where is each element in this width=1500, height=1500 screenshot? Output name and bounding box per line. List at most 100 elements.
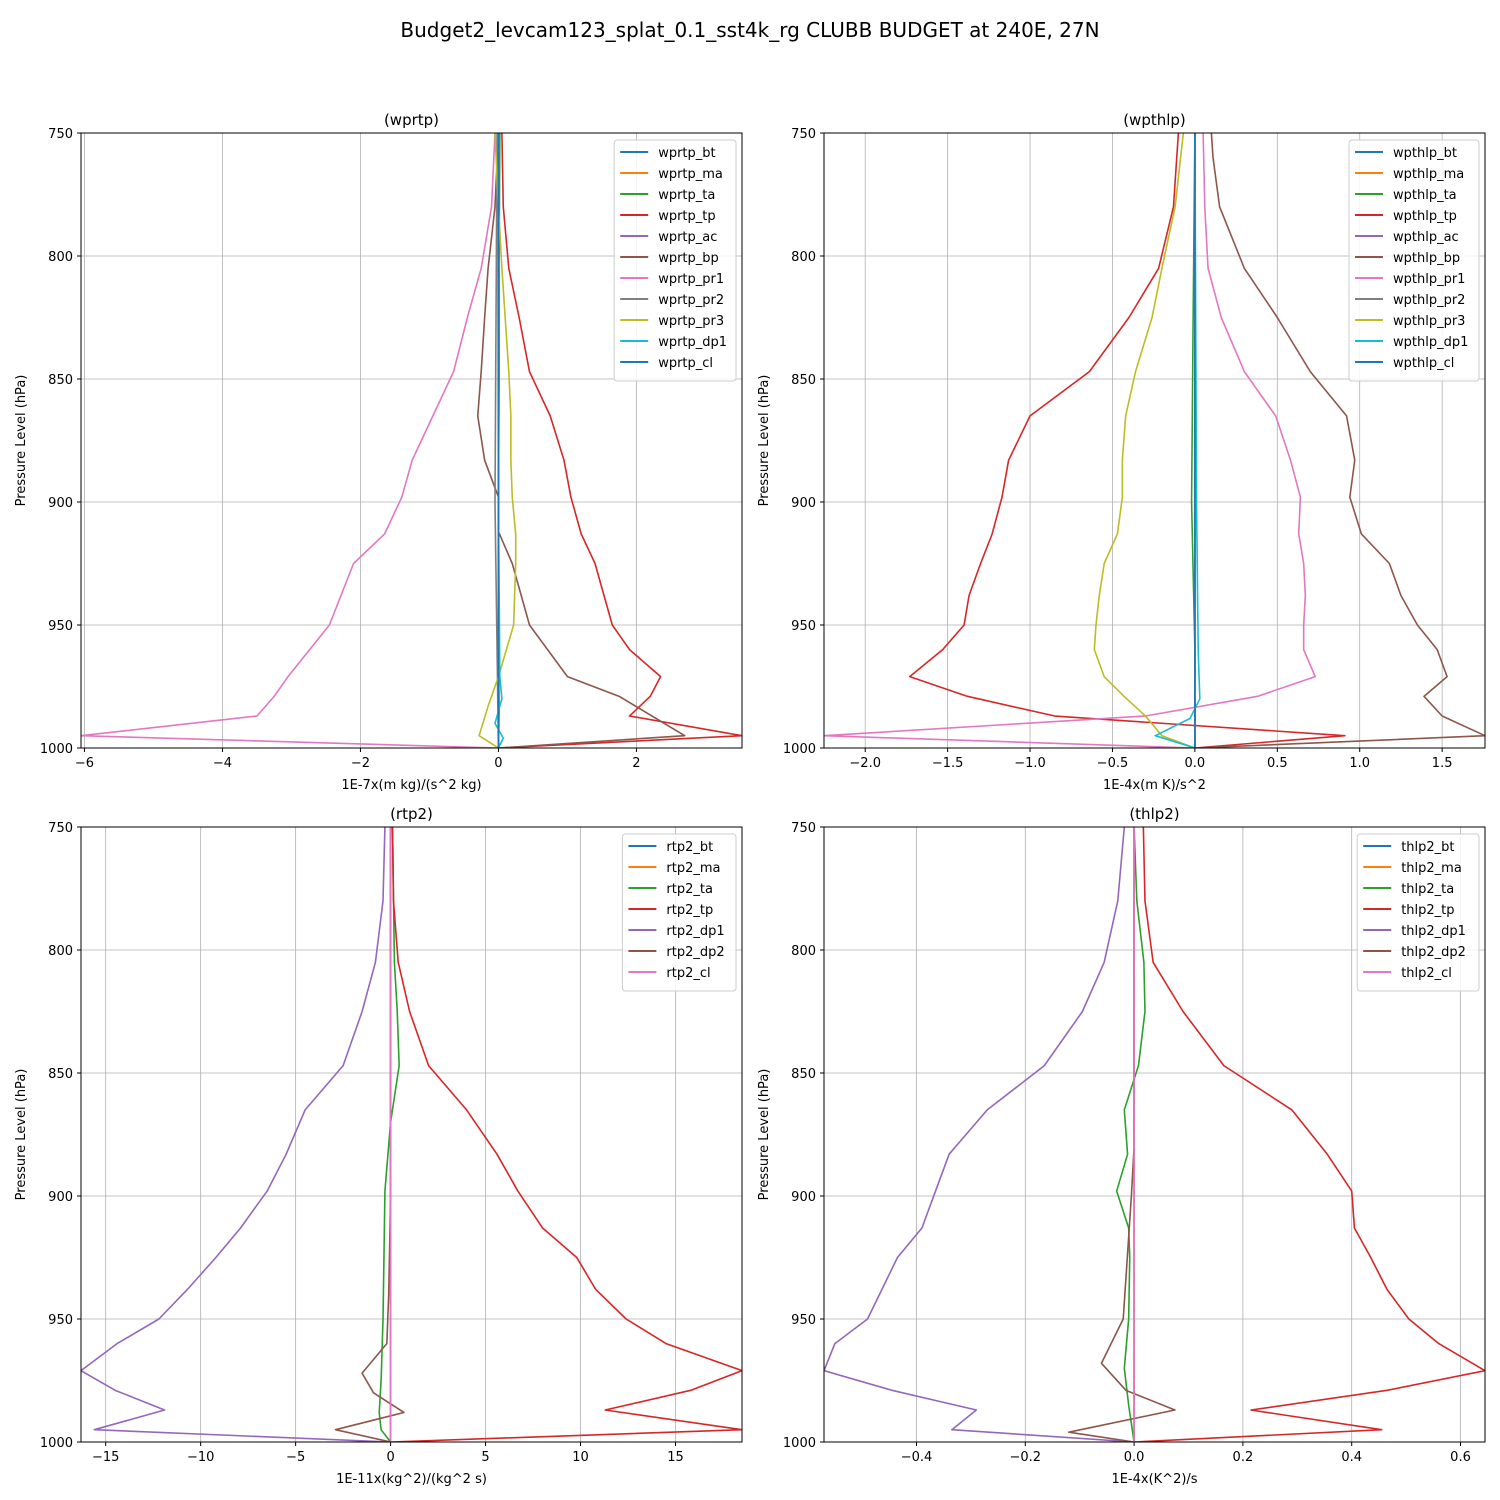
figure-title: Budget2_levcam123_splat_0.1_sst4k_rg CLU… bbox=[400, 18, 1099, 42]
legend: wprtp_bt wprtp_ma wprtp_ta wprtp_tp wprtp_ac… bbox=[613, 139, 737, 382]
chart-title: (rtp2) bbox=[390, 805, 433, 823]
legend-entry: wpthlp_cl bbox=[1393, 356, 1454, 371]
legend-entry: thlp2_ta bbox=[1401, 882, 1454, 897]
legend-entry: rtp2_bt bbox=[666, 840, 713, 855]
y-tick-label: 750 bbox=[48, 127, 73, 142]
chart-panels: −6 −4 −2 0 2 750 800 850 900 950 1000 (wprtp) 1E-7x(… bbox=[14, 111, 1486, 1487]
series-line-wpthlp_bp bbox=[1194, 133, 1485, 748]
y-axis-label: Pressure Level (hPa) bbox=[14, 1069, 29, 1201]
chart-title: (wpthlp) bbox=[1123, 111, 1186, 129]
series-line-wpthlp_pr3 bbox=[1093, 133, 1196, 748]
legend-entry: wpthlp_tp bbox=[1393, 209, 1457, 224]
x-tick-label: −2 bbox=[351, 756, 370, 771]
series-line-thlp2_dp1 bbox=[824, 827, 1135, 1442]
legend-entry: wprtp_pr2 bbox=[658, 293, 724, 308]
x-tick-label: −1.0 bbox=[1014, 756, 1046, 771]
legend-entry: rtp2_ma bbox=[666, 861, 720, 876]
y-tick-label: 800 bbox=[791, 250, 816, 265]
series-line-rtp2_dp1 bbox=[81, 827, 391, 1442]
x-tick-label: −4 bbox=[213, 756, 232, 771]
x-axis-label: 1E-4x(K^2)/s bbox=[1111, 1472, 1197, 1487]
x-tick-label: 10 bbox=[572, 1450, 589, 1465]
legend: thlp2_bt thlp2_ma thlp2_ta thlp2_tp thlp2_dp… bbox=[1356, 833, 1480, 992]
ticks: −0.4 −0.2 0.0 0.2 0.4 0.6 750 800 850 900 950 1000 bbox=[783, 821, 1471, 1465]
series-line-wpthlp_dp1 bbox=[1154, 133, 1201, 748]
y-tick-label: 850 bbox=[791, 1067, 816, 1082]
legend-entry: thlp2_bt bbox=[1401, 840, 1454, 855]
y-tick-label: 850 bbox=[48, 1067, 73, 1082]
y-tick-label: 850 bbox=[791, 373, 816, 388]
series-lines bbox=[81, 827, 742, 1442]
legend-entry: wpthlp_dp1 bbox=[1393, 335, 1468, 350]
legend-entry: wprtp_pr1 bbox=[658, 272, 724, 287]
ticks: −6 −4 −2 0 2 750 800 850 900 950 1000 bbox=[40, 127, 641, 771]
chart-panel-3: −0.4 −0.2 0.0 0.2 0.4 0.6 750 800 850 900 950 1000 (… bbox=[757, 805, 1486, 1487]
legend-entry: wpthlp_pr1 bbox=[1393, 272, 1465, 287]
series-line-thlp2_dp2 bbox=[1068, 827, 1176, 1442]
series-line-thlp2_ta bbox=[1115, 827, 1146, 1442]
x-tick-label: 1.0 bbox=[1349, 756, 1370, 771]
x-tick-label: −2.0 bbox=[849, 756, 881, 771]
legend-entry: rtp2_dp2 bbox=[666, 945, 724, 960]
y-tick-label: 950 bbox=[791, 1313, 816, 1328]
series-line-rtp2_ta bbox=[378, 827, 400, 1442]
series-lines bbox=[824, 827, 1485, 1442]
x-tick-label: 5 bbox=[481, 1450, 489, 1465]
x-tick-label: 0.5 bbox=[1267, 756, 1288, 771]
axes-frame bbox=[80, 826, 743, 1443]
y-tick-label: 800 bbox=[48, 250, 73, 265]
ticks: −15 −10 −5 0 5 10 15 750 800 850 900 950 1000 bbox=[40, 821, 684, 1465]
legend-entry: wpthlp_ta bbox=[1393, 188, 1457, 203]
x-tick-label: −6 bbox=[75, 756, 94, 771]
x-tick-label: 0 bbox=[494, 756, 502, 771]
y-tick-label: 1000 bbox=[40, 1436, 73, 1451]
chart-panel-1: −2.0 −1.5 −1.0 −0.5 0.0 0.5 1.0 1.5 750 800 850 900… bbox=[757, 111, 1486, 793]
legend-entry: rtp2_ta bbox=[666, 882, 713, 897]
x-tick-label: 15 bbox=[667, 1450, 684, 1465]
legend-entry: wprtp_pr3 bbox=[658, 314, 724, 329]
x-tick-label: −0.2 bbox=[1010, 1450, 1042, 1465]
legend-entry: wpthlp_ma bbox=[1393, 167, 1464, 182]
y-tick-label: 950 bbox=[791, 619, 816, 634]
legend-entry: wpthlp_bp bbox=[1393, 251, 1460, 266]
legend-entry: thlp2_tp bbox=[1401, 903, 1454, 918]
series-line-wprtp_pr2 bbox=[494, 133, 500, 748]
x-tick-label: −1.5 bbox=[932, 756, 964, 771]
legend-entry: thlp2_dp2 bbox=[1401, 945, 1466, 960]
x-tick-label: −0.5 bbox=[1097, 756, 1129, 771]
x-axis-label: 1E-11x(kg^2)/(kg^2 s) bbox=[336, 1472, 487, 1487]
legend-entry: wpthlp_ac bbox=[1393, 230, 1459, 245]
x-tick-label: 0.6 bbox=[1450, 1450, 1471, 1465]
series-line-thlp2_tp bbox=[1134, 827, 1485, 1442]
legend-entry: wprtp_tp bbox=[658, 209, 715, 224]
y-axis-label: Pressure Level (hPa) bbox=[757, 1069, 772, 1201]
y-axis-label: Pressure Level (hPa) bbox=[757, 375, 772, 507]
series-line-rtp2_tp bbox=[390, 827, 742, 1442]
y-tick-label: 900 bbox=[791, 496, 816, 511]
axes-frame bbox=[80, 132, 743, 749]
legend: wpthlp_bt wpthlp_ma wpthlp_ta wpthlp_tpwpth… bbox=[1348, 139, 1480, 382]
y-tick-label: 1000 bbox=[40, 742, 73, 757]
y-tick-label: 1000 bbox=[783, 742, 816, 757]
y-tick-label: 950 bbox=[48, 619, 73, 634]
legend-entry: thlp2_cl bbox=[1401, 966, 1452, 981]
y-tick-label: 900 bbox=[48, 1190, 73, 1205]
y-axis-label: Pressure Level (hPa) bbox=[14, 375, 29, 507]
series-line-wpthlp_tp bbox=[908, 133, 1346, 748]
legend-entry: rtp2_tp bbox=[666, 903, 713, 918]
legend-entry: wprtp_cl bbox=[658, 356, 713, 371]
legend-entry: wpthlp_pr3 bbox=[1393, 314, 1465, 329]
x-tick-label: 0 bbox=[386, 1450, 394, 1465]
series-line-wprtp_tp bbox=[498, 133, 742, 748]
axes-frame bbox=[823, 826, 1486, 1443]
series-line-wprtp_pr3 bbox=[478, 133, 517, 748]
y-tick-label: 900 bbox=[48, 496, 73, 511]
y-tick-label: 800 bbox=[791, 944, 816, 959]
x-tick-label: 2 bbox=[632, 756, 640, 771]
legend-entry: wprtp_ma bbox=[658, 167, 723, 182]
series-lines bbox=[81, 133, 742, 748]
legend-entry: thlp2_ma bbox=[1401, 861, 1462, 876]
series-lines bbox=[824, 133, 1485, 748]
y-tick-label: 750 bbox=[48, 821, 73, 836]
